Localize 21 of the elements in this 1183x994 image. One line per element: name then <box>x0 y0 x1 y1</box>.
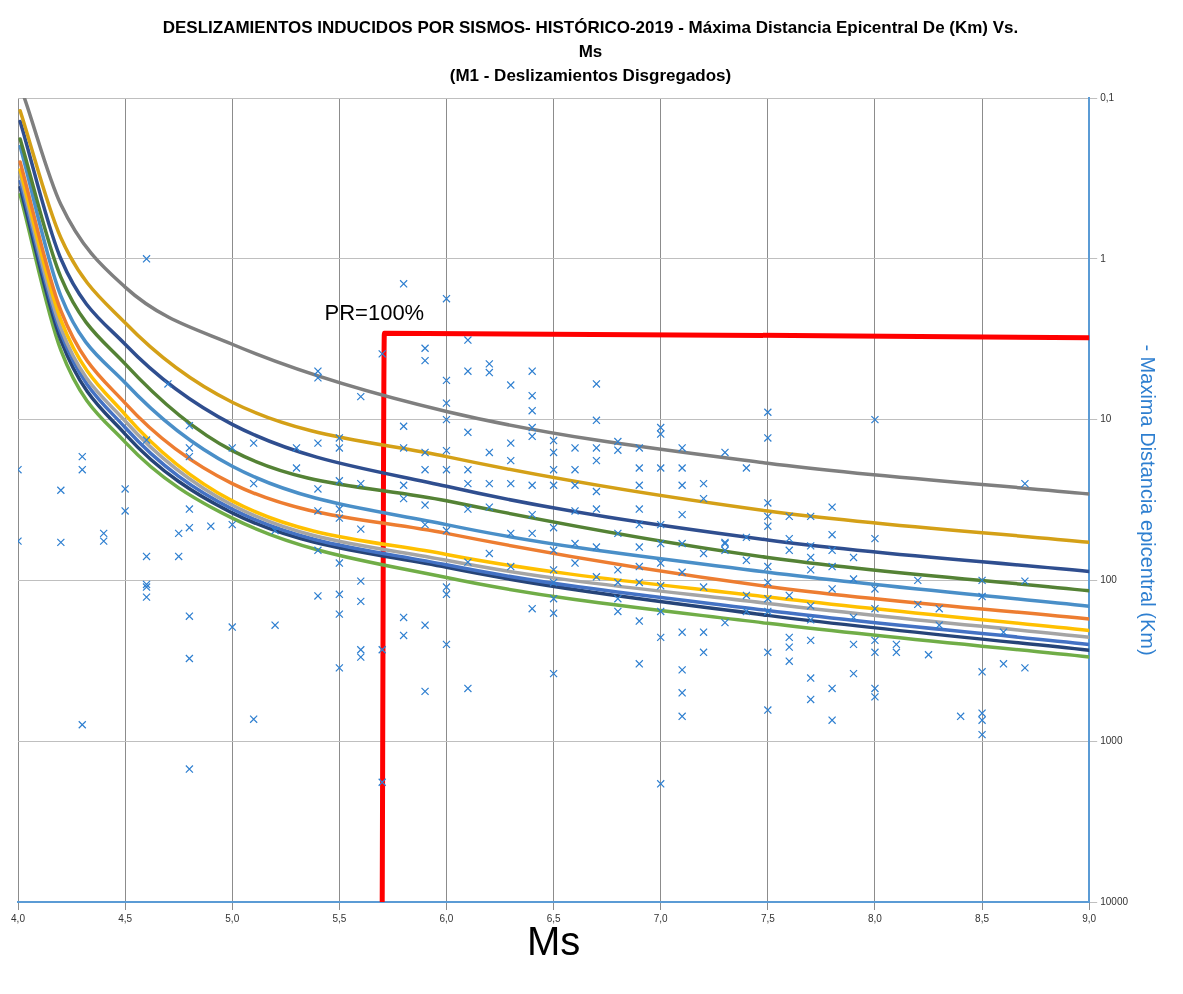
x-tick-label: 8,5 <box>975 912 990 924</box>
x-tick-label: 5,0 <box>225 912 240 924</box>
x-tick-label: 4,5 <box>118 912 133 924</box>
chart-title: DESLIZAMIENTOS INDUCIDOS POR SISMOS- HISTÓRICO-2019 - Máxima Distancia Epicentral De (Km) Vs. Ms <box>161 17 1020 63</box>
x-tick-label: 6,0 <box>439 912 454 924</box>
x-tick-label: 7,0 <box>653 912 669 924</box>
x-tick-label: 8,0 <box>868 912 883 924</box>
x-tick-label: 5,5 <box>332 912 347 924</box>
y-tick-label: 1 <box>1100 252 1107 264</box>
y-tick-label: 10000 <box>1100 895 1129 907</box>
x-tick-label: 6,5 <box>546 912 561 924</box>
y-tick-label: 100 <box>1100 574 1118 586</box>
chart-subtitle: (M1 - Deslizamientos Disgregados) <box>448 65 733 87</box>
annotation: PR=100% <box>324 300 425 326</box>
y-tick-label: 0,1 <box>1100 91 1115 103</box>
y-axis-title: - Maxima Distancia epicentral (Km) <box>1137 344 1160 656</box>
y-tick-label: 10 <box>1100 413 1112 425</box>
x-tick-label: 9,0 <box>1082 912 1097 924</box>
x-tick-label: 4,0 <box>11 912 26 924</box>
x-tick-label: 7,5 <box>760 912 776 924</box>
y-tick-label: 1000 <box>1100 734 1123 746</box>
